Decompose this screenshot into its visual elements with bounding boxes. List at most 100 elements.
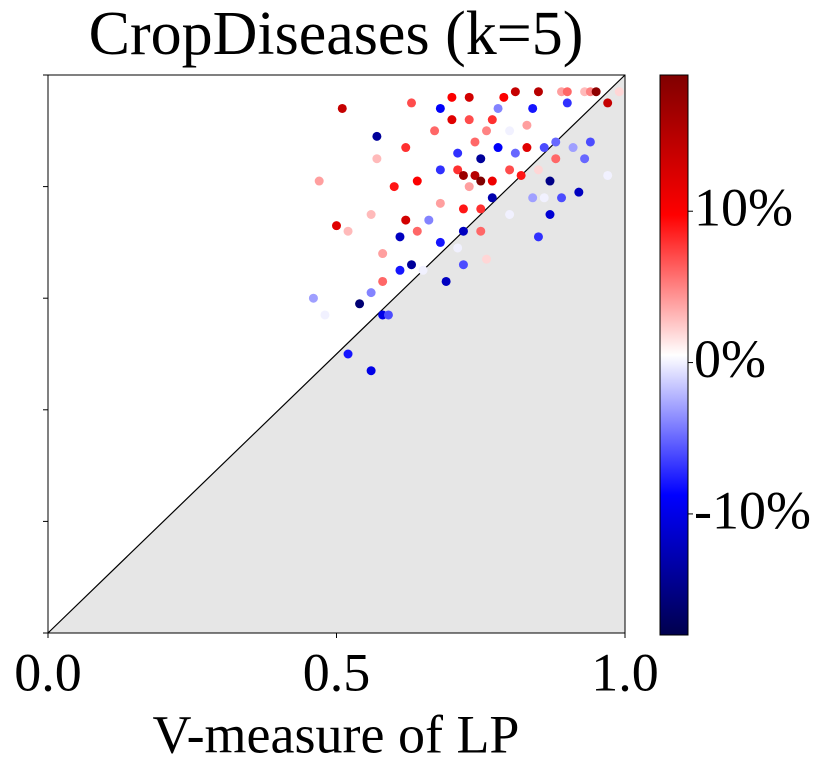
scatter-point (366, 288, 376, 298)
scatter-point (614, 87, 624, 97)
scatter-point (487, 176, 497, 186)
scatter-point (528, 193, 538, 203)
scatter-point (539, 143, 549, 153)
scatter-point (585, 137, 595, 147)
colorbar-tick-label: -10% (694, 480, 811, 540)
scatter-point (458, 260, 468, 270)
scatter-point (493, 103, 503, 113)
scatter-point (424, 215, 434, 225)
scatter-point (522, 120, 532, 130)
scatter-point (458, 226, 468, 236)
scatter-point (407, 98, 417, 108)
scatter-point (482, 126, 492, 136)
scatter-point (435, 237, 445, 247)
scatter-point (435, 198, 445, 208)
scatter-point (522, 143, 532, 153)
scatter-point (603, 170, 613, 180)
scatter-point (435, 165, 445, 175)
diagonal-line (47, 74, 626, 634)
scatter-point (372, 154, 382, 164)
scatter-point (418, 265, 428, 275)
scatter-point (505, 126, 515, 136)
scatter-point (430, 126, 440, 136)
scatter-point (314, 176, 324, 186)
scatter-point (476, 204, 486, 214)
scatter-point (487, 115, 497, 125)
scatter-point (412, 176, 422, 186)
scatter-point (355, 299, 365, 309)
scatter-point (470, 137, 480, 147)
scatter-point (395, 232, 405, 242)
scatter-point (533, 165, 543, 175)
scatter-point (464, 182, 474, 192)
scatter-point (378, 249, 388, 259)
scatter-point (551, 154, 561, 164)
scatter-point (453, 243, 463, 253)
scatter-point (505, 165, 515, 175)
scatter-point (435, 103, 445, 113)
scatter-point (320, 310, 330, 320)
scatter-point (487, 193, 497, 203)
scatter-point (545, 210, 555, 219)
scatter-point (464, 92, 474, 102)
scatter-point (470, 170, 480, 180)
scatter-point (441, 276, 451, 286)
scatter-point (574, 187, 584, 197)
chart-title: CropDiseases (k=5) (89, 0, 584, 68)
scatter-point (562, 87, 572, 97)
scatter-point (476, 154, 486, 164)
scatter-point (551, 137, 561, 147)
scatter-point (407, 260, 417, 270)
scatter-point (557, 193, 567, 203)
x-axis-label: V-measure of LP (153, 704, 520, 764)
scatter-point (516, 170, 526, 180)
scatter-point (476, 226, 486, 236)
scatter-point (580, 154, 590, 164)
x-tick-label: 0.0 (14, 642, 82, 702)
scatter-point (464, 115, 474, 125)
scatter-point (539, 193, 549, 203)
scatter-point (562, 98, 572, 108)
scatter-point (308, 293, 318, 303)
scatter-point (389, 182, 399, 192)
scatter-point (510, 87, 520, 97)
scatter-point (401, 215, 411, 225)
scatter-point (591, 87, 601, 97)
scatter-point (412, 226, 422, 236)
scatter-point (476, 176, 486, 186)
scatter-point (453, 165, 463, 175)
scatter-point (447, 115, 457, 125)
scatter-point (510, 148, 520, 158)
scatter-point (505, 210, 515, 219)
scatter-point (528, 103, 538, 113)
colorbar (659, 74, 689, 636)
scatter-point (458, 204, 468, 214)
scatter-point (568, 143, 578, 153)
scatter-point (332, 221, 341, 231)
scatter-point (343, 349, 353, 359)
scatter-point (366, 366, 376, 376)
scatter-point (337, 103, 347, 113)
scatter-point (499, 92, 509, 102)
x-tick-label: 1.0 (591, 642, 659, 702)
scatter-point (378, 276, 388, 286)
scatter-point (447, 92, 457, 102)
scatter-point (533, 87, 543, 97)
scatter-point (372, 131, 382, 141)
scatter-point (366, 210, 376, 219)
scatter-point (533, 232, 543, 242)
scatter-point (395, 265, 405, 275)
colorbar-tick-label: 10% (694, 178, 793, 238)
scatter-point (482, 254, 492, 264)
x-tick-label: 0.5 (303, 642, 371, 702)
scatter-point (343, 226, 353, 236)
scatter-point (401, 143, 411, 153)
scatter-point (493, 143, 503, 153)
colorbar-tick-label: 0% (694, 329, 766, 389)
scatter-point (453, 148, 463, 158)
scatter-point (603, 98, 613, 108)
scatter-point (545, 176, 555, 186)
scatter-point (383, 310, 393, 320)
scatter-point (458, 170, 468, 180)
